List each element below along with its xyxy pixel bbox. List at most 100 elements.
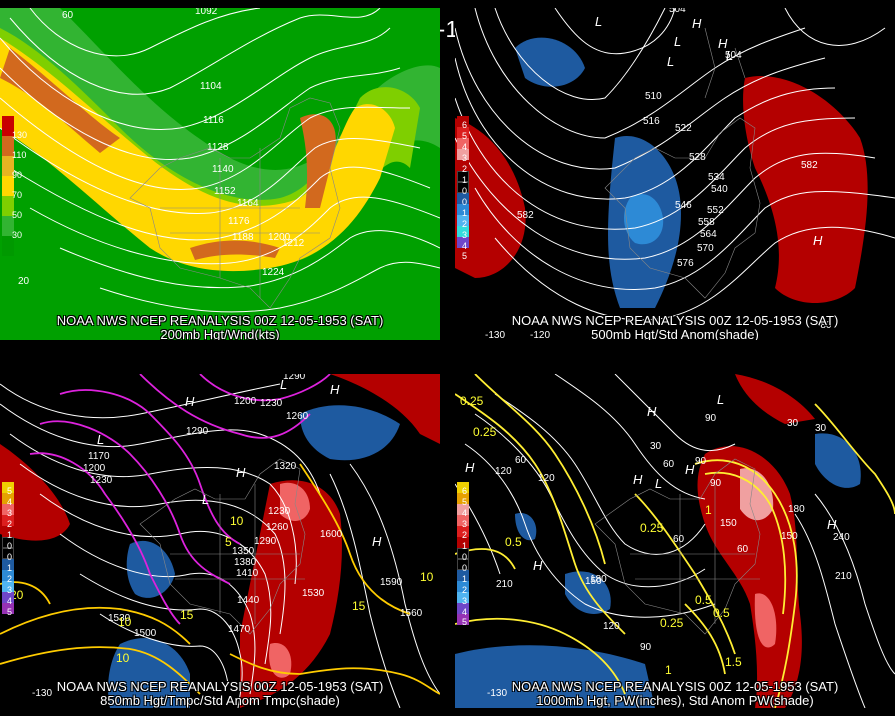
map-label: 1116 xyxy=(203,115,224,126)
map-label: 546 xyxy=(675,200,692,211)
map-label: 30 xyxy=(650,441,662,452)
legend-label: 1 xyxy=(462,175,468,185)
map-label: H xyxy=(718,36,728,51)
map-label: 582 xyxy=(517,210,534,221)
legend-label: 3 xyxy=(7,508,13,518)
map-label: H xyxy=(236,465,246,480)
map-label: 576 xyxy=(677,258,694,269)
map-label: 570 xyxy=(697,243,714,254)
caption-500mb: NOAA NWS NCEP REANALYSIS 00Z 12-05-1953 … xyxy=(511,313,839,341)
legend-label: 4 xyxy=(462,142,468,152)
map-label: H xyxy=(647,404,657,419)
map-label: -130 xyxy=(32,688,52,699)
map-label: H xyxy=(813,233,823,248)
legend-850mb xyxy=(2,482,14,614)
map-label: 150 xyxy=(781,531,798,542)
map-label: 1200 xyxy=(83,463,106,474)
map-label: 1230 xyxy=(268,506,291,517)
map-label: 90 xyxy=(710,478,722,489)
map-label: 90 xyxy=(705,413,717,424)
map-label: 60 xyxy=(62,10,74,21)
map-label: 1212 xyxy=(282,238,305,249)
legend-label: 5 xyxy=(462,497,468,507)
legend-label: 6 xyxy=(462,486,468,496)
legend-label: 0 xyxy=(462,552,468,562)
legend-label: 3 xyxy=(462,519,468,529)
map-label: 120 xyxy=(603,621,620,632)
legend-label: 1 xyxy=(462,208,468,218)
map-label: 534 xyxy=(708,172,725,183)
map-label: L xyxy=(655,476,662,491)
map-label: 1092 xyxy=(195,8,218,17)
legend-label: 2 xyxy=(462,219,468,229)
map-label: 1164 xyxy=(237,198,259,209)
map-label: H xyxy=(185,394,195,409)
map-label: 90 xyxy=(640,642,652,653)
map-label: 1.5 xyxy=(725,655,742,669)
map-label: 10 xyxy=(420,570,434,584)
map-label: 15 xyxy=(180,608,194,622)
map-label: 0.25 xyxy=(640,521,664,535)
map-label: L xyxy=(726,48,733,63)
legend-label: 5 xyxy=(7,607,13,617)
map-label: 1128 xyxy=(207,142,229,153)
map-label: L xyxy=(595,14,602,29)
caption-850mb: NOAA NWS NCEP REANALYSIS 00Z 12-05-1953 … xyxy=(56,679,384,708)
map-label: 1440 xyxy=(237,595,260,606)
map-label: 1290 xyxy=(283,374,306,382)
legend-label: 2 xyxy=(462,164,468,174)
map-label: 1152 xyxy=(214,186,236,197)
map-label: 210 xyxy=(835,571,852,582)
caption-1000mb: NOAA NWS NCEP REANALYSIS 00Z 12-05-1953 … xyxy=(511,679,839,708)
legend-label: 0 xyxy=(462,186,468,196)
map-label: L xyxy=(667,54,674,69)
map-label: L xyxy=(674,34,681,49)
map-label: 1320 xyxy=(274,461,297,472)
legend-label: 4 xyxy=(462,241,468,251)
map-label: 1176 xyxy=(228,216,250,227)
map-label: H xyxy=(372,534,382,549)
map-label: 582 xyxy=(801,160,818,171)
map-label: 1 xyxy=(705,503,712,517)
map-label: 240 xyxy=(833,532,850,543)
map-label: 60 xyxy=(515,455,527,466)
map-label: 1260 xyxy=(286,411,309,422)
map-label: 1290 xyxy=(186,426,209,437)
legend-label: 1 xyxy=(7,530,13,540)
legend-label: 5 xyxy=(462,251,468,261)
legend-label: 2 xyxy=(7,519,13,529)
legend-label: 2 xyxy=(462,530,468,540)
legend-label: 70 xyxy=(12,190,23,200)
map-label: 1230 xyxy=(260,398,283,409)
map-label: 1 xyxy=(665,663,672,677)
map-label: 516 xyxy=(643,116,660,127)
map-label: L xyxy=(202,492,209,507)
map-label: 0.25 xyxy=(660,616,684,630)
map-label: 1260 xyxy=(266,522,289,533)
legend-label: 2 xyxy=(7,574,13,584)
map-label: 5 xyxy=(225,535,232,549)
map-label: 1590 xyxy=(380,577,403,588)
panel-200mb-map: 60 1092 1104 1116 1128 1140 1152 1164 11… xyxy=(0,8,440,340)
map-label: 1170 xyxy=(88,451,110,462)
map-label: 180 xyxy=(788,504,805,515)
legend-label: 3 xyxy=(7,585,13,595)
panel-850mb: H L H L H L H 1290 1200 1230 1260 1290 1… xyxy=(0,374,440,708)
legend-label: 5 xyxy=(462,131,468,141)
legend-label: 0 xyxy=(462,563,468,573)
map-label: L xyxy=(280,377,287,392)
map-label: 1230 xyxy=(90,475,113,486)
map-label: -130 xyxy=(485,330,505,340)
map-label: 1530 xyxy=(108,613,131,624)
map-label: L xyxy=(717,392,724,407)
map-label: 10 xyxy=(116,651,130,665)
map-label: 504 xyxy=(725,50,742,61)
map-label: -80 xyxy=(817,320,832,331)
panel-500mb: L H L H L L H 504 510 516 522 528 534 54… xyxy=(455,8,895,340)
legend-label: 0 xyxy=(7,541,13,551)
map-label: 1500 xyxy=(134,628,157,639)
map-label: 564 xyxy=(700,229,717,240)
panel-1000mb-map: H L H H H L H H 30 60 90 120 150 180 210… xyxy=(455,374,895,708)
panel-1000mb: H L H H H L H H 30 60 90 120 150 180 210… xyxy=(455,374,895,708)
map-label: 504 xyxy=(669,8,686,15)
